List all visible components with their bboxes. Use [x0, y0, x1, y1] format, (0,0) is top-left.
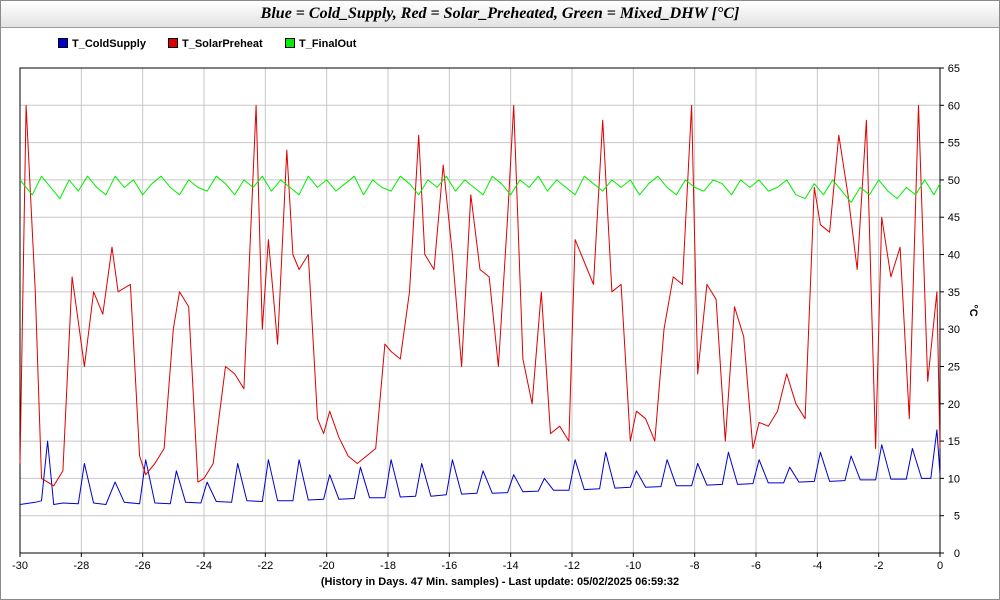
y-tick-label: 55 — [948, 138, 960, 150]
y-tick-label: 0 — [954, 548, 960, 560]
legend-label-cold-supply: T_ColdSupply — [72, 38, 146, 50]
y-tick-label: 25 — [948, 361, 960, 373]
x-axis-label: (History in Days. 47 Min. samples) - Las… — [320, 576, 680, 588]
chart-title-bar: Blue = Cold_Supply, Red = Solar_Preheate… — [1, 1, 999, 28]
x-tick-label: -22 — [257, 560, 273, 572]
series-line-t-finalout — [19, 175, 941, 203]
y-tick-label: 45 — [948, 212, 960, 224]
series-line-t-solarpreheat — [19, 104, 941, 487]
x-tick-label: -18 — [380, 560, 396, 572]
legend-swatch-solar-preheat — [168, 38, 178, 49]
y-tick-label: 5 — [954, 511, 960, 523]
y-tick-label: 50 — [948, 175, 960, 187]
plot-border — [19, 67, 941, 554]
x-tick-label: -4 — [812, 560, 822, 572]
x-tick-label: -6 — [751, 560, 761, 572]
x-tick-label: -16 — [441, 560, 457, 572]
series-line-t-coldsupply — [19, 429, 941, 505]
x-tick-label: -10 — [625, 560, 641, 572]
x-tick-label: -8 — [690, 560, 700, 572]
legend-label-final-out: T_FinalOut — [299, 38, 357, 50]
legend-label-solar-preheat: T_SolarPreheat — [182, 38, 263, 50]
y-tick-label: 15 — [948, 436, 960, 448]
x-tick-label: -20 — [319, 560, 335, 572]
x-tick-label: -28 — [73, 560, 89, 572]
x-tick-label: -26 — [135, 560, 151, 572]
y-tick-label: 30 — [948, 324, 960, 336]
x-tick-label: -2 — [874, 560, 884, 572]
y-tick-label: 35 — [948, 287, 960, 299]
x-tick-label: -14 — [503, 560, 519, 572]
y-tick-label: 60 — [948, 100, 960, 112]
x-tick-label: 0 — [937, 560, 943, 572]
plot-area — [20, 68, 940, 553]
legend-item-solar-preheat: T_SolarPreheat — [168, 38, 263, 52]
legend-swatch-cold-supply — [58, 38, 68, 49]
x-tick-label: -30 — [12, 560, 28, 572]
legend-swatch-final-out — [285, 38, 295, 49]
legend-item-cold-supply: T_ColdSupply — [58, 38, 146, 52]
x-tick-label: -24 — [196, 560, 212, 572]
y-tick-label: 20 — [948, 399, 960, 411]
y-axis-label: °C — [967, 304, 979, 316]
x-tick-label: -12 — [564, 560, 580, 572]
y-tick-label: 65 — [948, 63, 960, 75]
legend-item-final-out: T_FinalOut — [285, 38, 356, 52]
y-tick-label: 10 — [948, 473, 960, 485]
chart-title: Blue = Cold_Supply, Red = Solar_Preheate… — [260, 5, 740, 22]
y-tick-label: 40 — [948, 250, 960, 262]
